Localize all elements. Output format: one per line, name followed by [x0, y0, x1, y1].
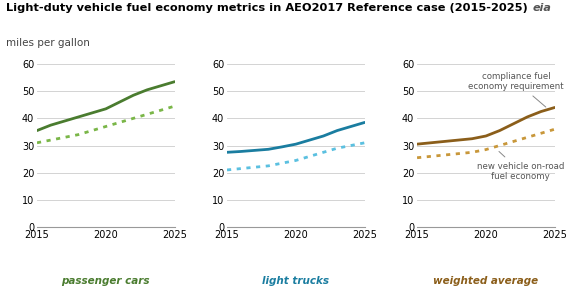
Text: miles per gallon: miles per gallon [6, 38, 89, 48]
Text: Light-duty vehicle fuel economy metrics in AEO2017 Reference case (2015-2025): Light-duty vehicle fuel economy metrics … [6, 3, 527, 13]
Text: compliance fuel
economy requirement: compliance fuel economy requirement [468, 72, 564, 107]
Text: light trucks: light trucks [262, 276, 329, 286]
Text: weighted average: weighted average [434, 276, 538, 286]
Text: passenger cars: passenger cars [61, 276, 150, 286]
Text: new vehicle on-road
fuel economy: new vehicle on-road fuel economy [477, 151, 564, 181]
Text: eia: eia [533, 3, 552, 13]
